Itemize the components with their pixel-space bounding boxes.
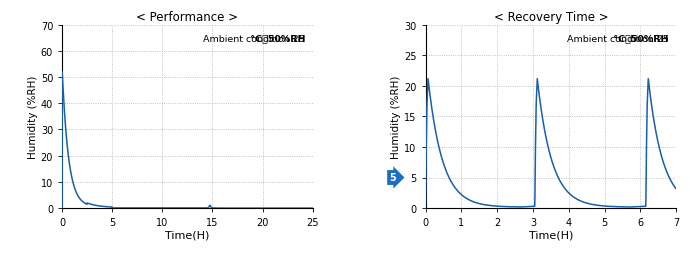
Text: Ambient condition 25: Ambient condition 25 [567, 35, 669, 43]
Title: < Performance >: < Performance > [137, 11, 239, 24]
X-axis label: Time(H): Time(H) [529, 230, 573, 240]
X-axis label: Time(H): Time(H) [165, 230, 210, 240]
Title: < Recovery Time >: < Recovery Time > [493, 11, 608, 24]
Text: 5: 5 [390, 173, 396, 183]
Y-axis label: Humidity (%RH): Humidity (%RH) [28, 75, 38, 158]
Text: °C：50%RH: °C：50%RH [181, 35, 305, 43]
Text: °C：50%RH: °C：50%RH [545, 35, 669, 43]
Y-axis label: Humidity (%RH): Humidity (%RH) [391, 75, 402, 158]
Text: Ambient condition 25: Ambient condition 25 [204, 35, 305, 43]
